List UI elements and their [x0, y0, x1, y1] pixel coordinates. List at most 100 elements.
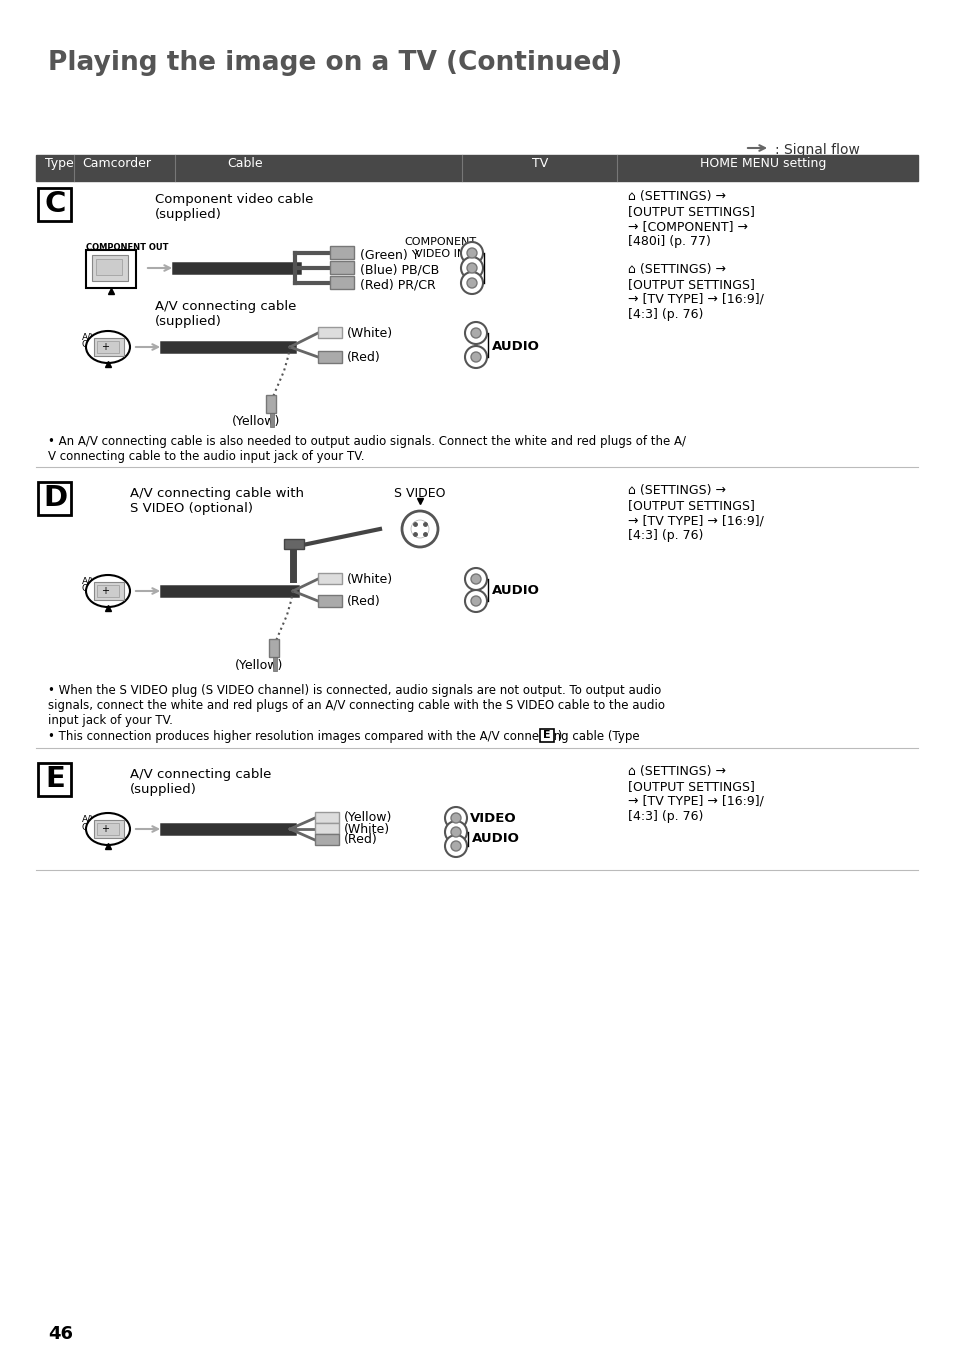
Text: E: E	[45, 765, 65, 792]
Text: AUDIO: AUDIO	[492, 341, 539, 354]
Bar	[330, 261, 354, 274]
Circle shape	[464, 346, 486, 368]
Text: Type: Type	[45, 157, 73, 170]
Circle shape	[464, 569, 486, 590]
Text: VIDEO: VIDEO	[470, 811, 517, 825]
Text: (Red) PR/CR: (Red) PR/CR	[359, 278, 436, 292]
Bar	[330, 275, 354, 289]
Text: A/V: A/V	[82, 332, 97, 341]
Bar	[94, 820, 124, 839]
Text: (Yellow): (Yellow)	[234, 660, 283, 672]
Circle shape	[444, 807, 467, 829]
Bar	[317, 594, 341, 607]
Bar	[317, 573, 341, 584]
Text: (Blue) PB/CB: (Blue) PB/CB	[359, 263, 438, 277]
Bar	[38, 482, 71, 516]
Text: Playing the image on a TV (Continued): Playing the image on a TV (Continued)	[48, 50, 621, 76]
Text: A/V connecting cable
(supplied): A/V connecting cable (supplied)	[154, 300, 296, 328]
Text: (Yellow): (Yellow)	[344, 811, 392, 825]
Bar	[38, 763, 71, 797]
Circle shape	[411, 520, 429, 537]
Text: : Signal flow: : Signal flow	[774, 142, 859, 157]
Text: +: +	[101, 342, 109, 351]
Text: OUT: OUT	[82, 341, 101, 349]
Text: A/V connecting cable with
S VIDEO (optional): A/V connecting cable with S VIDEO (optio…	[130, 487, 304, 516]
Circle shape	[471, 351, 480, 362]
Bar	[539, 729, 554, 742]
Bar	[317, 327, 341, 338]
Text: Camcorder: Camcorder	[82, 157, 151, 170]
Text: (White): (White)	[344, 822, 390, 836]
Text: ⌂ (SETTINGS) →
[OUTPUT SETTINGS]
→ [TV TYPE] → [16:9]/
[4:3] (p. 76): ⌂ (SETTINGS) → [OUTPUT SETTINGS] → [TV T…	[627, 765, 763, 822]
Text: +: +	[101, 586, 109, 596]
Text: ).: ).	[554, 730, 565, 744]
Ellipse shape	[86, 575, 130, 607]
Text: AUDIO: AUDIO	[492, 585, 539, 597]
Text: ⌂ (SETTINGS) →
[OUTPUT SETTINGS]
→ [TV TYPE] → [16:9]/
[4:3] (p. 76): ⌂ (SETTINGS) → [OUTPUT SETTINGS] → [TV T…	[627, 484, 763, 541]
Text: HOME MENU setting: HOME MENU setting	[700, 157, 825, 170]
Bar	[266, 395, 275, 413]
Text: ⌂ (SETTINGS) →
[OUTPUT SETTINGS]
→ [TV TYPE] → [16:9]/
[4:3] (p. 76): ⌂ (SETTINGS) → [OUTPUT SETTINGS] → [TV T…	[627, 263, 763, 322]
Circle shape	[471, 574, 480, 584]
Text: A/V connecting cable
(supplied): A/V connecting cable (supplied)	[130, 768, 271, 797]
Text: (Yellow): (Yellow)	[232, 415, 280, 427]
Text: Cable: Cable	[227, 157, 262, 170]
Text: (Red): (Red)	[347, 594, 380, 608]
Text: ⌂ (SETTINGS) →
[OUTPUT SETTINGS]
→ [COMPONENT] →
[480i] (p. 77): ⌂ (SETTINGS) → [OUTPUT SETTINGS] → [COMP…	[627, 190, 754, 248]
Text: • This connection produces higher resolution images compared with the A/V connec: • This connection produces higher resolu…	[48, 730, 642, 744]
Bar	[330, 246, 354, 259]
Circle shape	[464, 322, 486, 345]
Circle shape	[471, 596, 480, 607]
Text: C: C	[44, 190, 66, 218]
Bar	[91, 255, 128, 281]
Text: (White): (White)	[347, 573, 393, 585]
Text: A/V: A/V	[82, 575, 97, 585]
Ellipse shape	[86, 331, 130, 364]
Bar	[86, 250, 136, 288]
Text: A/V: A/V	[82, 816, 97, 824]
Circle shape	[471, 328, 480, 338]
Bar	[314, 822, 338, 835]
Text: D: D	[43, 484, 67, 512]
Text: • When the S VIDEO plug (S VIDEO channel) is connected, audio signals are not ou: • When the S VIDEO plug (S VIDEO channel…	[48, 684, 664, 727]
Circle shape	[451, 813, 460, 822]
Bar	[97, 822, 119, 835]
Text: AUDIO: AUDIO	[472, 832, 519, 845]
Text: +: +	[101, 824, 109, 835]
Bar	[94, 582, 124, 600]
Circle shape	[467, 278, 476, 288]
Text: (Green) Y: (Green) Y	[359, 248, 419, 262]
Text: • An A/V connecting cable is also needed to output audio signals. Connect the wh: • An A/V connecting cable is also needed…	[48, 436, 685, 463]
Text: (Red): (Red)	[344, 833, 377, 847]
Circle shape	[464, 590, 486, 612]
Text: 46: 46	[48, 1324, 73, 1343]
Bar	[314, 811, 338, 822]
Text: (White): (White)	[347, 327, 393, 339]
Circle shape	[401, 512, 437, 547]
Ellipse shape	[86, 813, 130, 845]
Bar	[317, 351, 341, 364]
Circle shape	[451, 826, 460, 837]
Text: Component video cable
(supplied): Component video cable (supplied)	[154, 193, 313, 221]
Bar	[36, 155, 917, 180]
Text: COMPONENT OUT: COMPONENT OUT	[86, 243, 169, 252]
Circle shape	[451, 841, 460, 851]
Circle shape	[460, 256, 482, 280]
Circle shape	[444, 821, 467, 843]
Bar	[96, 259, 122, 275]
Circle shape	[444, 835, 467, 858]
Text: (Red): (Red)	[347, 350, 380, 364]
Bar	[270, 413, 274, 427]
Bar	[284, 539, 304, 550]
Circle shape	[460, 271, 482, 294]
Bar	[273, 657, 276, 670]
Circle shape	[467, 263, 476, 273]
Text: COMPONENT
VIDEO IN: COMPONENT VIDEO IN	[403, 237, 476, 259]
Bar	[94, 338, 124, 356]
Text: OUT: OUT	[82, 822, 101, 832]
Circle shape	[467, 248, 476, 258]
Text: OUT: OUT	[82, 584, 101, 593]
Bar	[97, 585, 119, 597]
Text: S VIDEO: S VIDEO	[394, 487, 445, 499]
Circle shape	[460, 242, 482, 265]
